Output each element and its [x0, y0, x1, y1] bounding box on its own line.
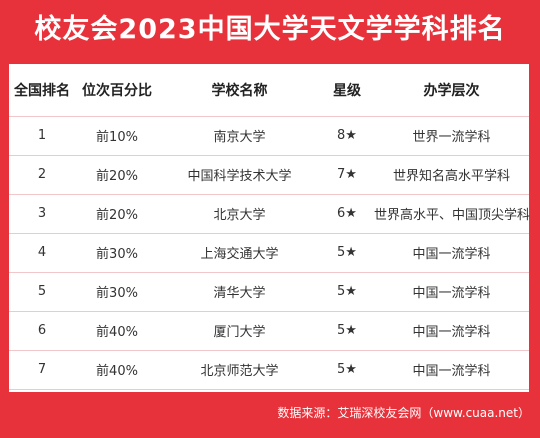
cell-level: 中国一流学科 — [374, 233, 529, 273]
table-row: 7 前40% 北京师范大学 5★ 中国一流学科 — [9, 350, 529, 390]
cell-star: 5★ — [320, 233, 374, 273]
cell-school: 南京大学 — [159, 116, 320, 156]
cell-rank: 1 — [9, 116, 75, 156]
header-rank: 全国排名 — [9, 64, 75, 117]
cell-level: 中国一流学科 — [374, 350, 529, 390]
cell-school: 清华大学 — [159, 272, 320, 312]
cell-star: 5★ — [320, 350, 374, 390]
table-row: 4 前30% 上海交通大学 5★ 中国一流学科 — [9, 233, 529, 273]
header-percentile: 位次百分比 — [75, 64, 159, 117]
cell-star: 6★ — [320, 194, 374, 234]
cell-rank: 5 — [9, 272, 75, 312]
cell-level: 世界一流学科 — [374, 116, 529, 156]
header-star: 星级 — [320, 64, 374, 117]
cell-rank: 4 — [9, 233, 75, 273]
cell-school: 北京大学 — [159, 194, 320, 234]
data-source-note: 数据来源：艾瑞深校友会网（www.cuaa.net） — [277, 406, 530, 420]
header-level: 办学层次 — [374, 64, 529, 117]
cell-level: 世界高水平、中国顶尖学科 — [374, 194, 530, 234]
cell-level: 中国一流学科 — [374, 272, 529, 312]
table-row: 3 前20% 北京大学 6★ 世界高水平、中国顶尖学科 — [9, 194, 530, 234]
cell-percentile: 前40% — [75, 311, 159, 351]
cell-level: 世界知名高水平学科 — [374, 155, 529, 195]
table-header-row: 全国排名 位次百分比 学校名称 星级 办学层次 — [9, 64, 529, 117]
cell-school: 北京师范大学 — [159, 350, 320, 390]
cell-percentile: 前10% — [75, 116, 159, 156]
cell-school: 厦门大学 — [159, 311, 320, 351]
cell-rank: 6 — [9, 311, 75, 351]
page-title: 校友会2023中国大学天文学学科排名 — [34, 14, 506, 45]
cell-rank: 2 — [9, 155, 75, 195]
cell-star: 8★ — [320, 116, 374, 156]
cell-rank: 7 — [9, 350, 75, 390]
table-row: 1 前10% 南京大学 8★ 世界一流学科 — [9, 116, 529, 156]
cell-percentile: 前20% — [75, 194, 159, 234]
cell-school: 中国科学技术大学 — [159, 155, 320, 195]
cell-level: 中国一流学科 — [374, 311, 529, 351]
header-school: 学校名称 — [159, 64, 320, 117]
ranking-table: 全国排名 位次百分比 学校名称 星级 办学层次 1 前10% 南京大学 8★ 世… — [9, 64, 530, 390]
cell-rank: 3 — [9, 194, 75, 234]
ranking-table-panel: 全国排名 位次百分比 学校名称 星级 办学层次 1 前10% 南京大学 8★ 世… — [9, 64, 530, 392]
table-row: 6 前40% 厦门大学 5★ 中国一流学科 — [9, 311, 529, 351]
cell-school: 上海交通大学 — [159, 233, 320, 273]
cell-percentile: 前40% — [75, 350, 159, 390]
table-row: 5 前30% 清华大学 5★ 中国一流学科 — [9, 272, 529, 312]
cell-percentile: 前20% — [75, 155, 159, 195]
cell-percentile: 前30% — [75, 272, 159, 312]
cell-percentile: 前30% — [75, 233, 159, 273]
cell-star: 5★ — [320, 272, 374, 312]
cell-star: 7★ — [320, 155, 374, 195]
table-row: 2 前20% 中国科学技术大学 7★ 世界知名高水平学科 — [9, 155, 529, 195]
cell-star: 5★ — [320, 311, 374, 351]
